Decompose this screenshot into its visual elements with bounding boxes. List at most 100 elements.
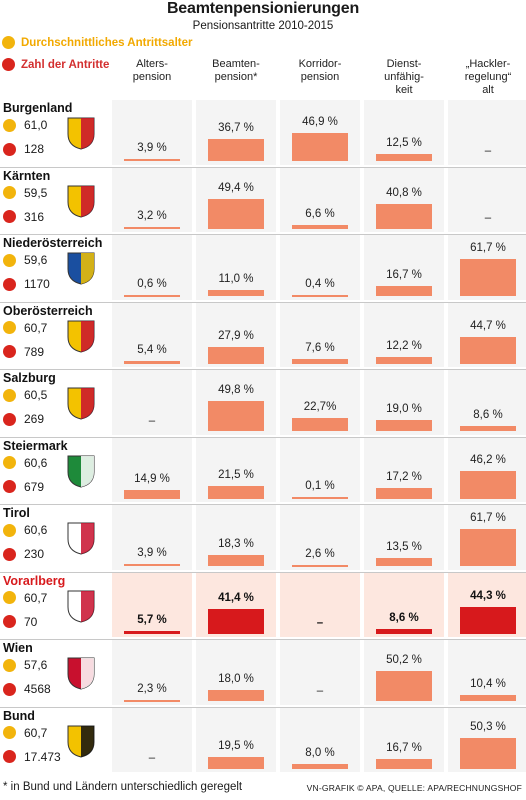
region-name: Steiermark xyxy=(3,438,68,453)
oberoesterreich-crest-icon xyxy=(66,319,96,353)
row-divider xyxy=(0,301,526,303)
column-header-line: Dienst- xyxy=(386,58,422,70)
value-label: 5,7 % xyxy=(137,613,167,626)
value-bar xyxy=(208,555,264,567)
average-age-value: 60,6 xyxy=(24,523,48,537)
average-age-value: 61,0 xyxy=(24,118,48,132)
value-bar xyxy=(292,294,348,297)
value-bar xyxy=(292,132,348,162)
average-age: 60,7 xyxy=(3,321,47,335)
value-bar xyxy=(460,258,516,297)
value-label: – xyxy=(484,212,492,224)
value-label: 49,4 % xyxy=(218,181,254,194)
value-label: 19,5 % xyxy=(218,740,254,753)
value-label: 49,8 % xyxy=(218,383,254,396)
value-label: – xyxy=(316,684,324,697)
value-label: 46,2 % xyxy=(470,453,506,466)
retirement-count-value: 70 xyxy=(24,614,38,629)
value-bar xyxy=(460,470,516,499)
column-header-line: pension* xyxy=(214,71,258,83)
column-header-line: keit xyxy=(395,84,413,96)
retirement-count-dot xyxy=(3,480,16,493)
retirement-count-value: 316 xyxy=(24,209,45,224)
value-cell xyxy=(364,572,444,637)
average-age: 60,5 xyxy=(3,388,47,402)
average-age-dot xyxy=(3,388,16,402)
retirement-count-dot xyxy=(3,345,16,358)
value-label: 3,2 % xyxy=(137,210,167,222)
average-age: 60,7 xyxy=(3,591,47,605)
value-label: 14,9 % xyxy=(134,472,170,485)
region-name: Vorarlberg xyxy=(3,573,66,588)
value-bar xyxy=(124,489,180,499)
region-name: Kärnten xyxy=(3,168,51,183)
value-label: 2,6 % xyxy=(305,547,335,560)
row-divider xyxy=(0,706,526,708)
row-divider xyxy=(0,571,526,573)
legend-count-label: Zahl der Antritte xyxy=(21,58,110,71)
average-age-dot xyxy=(3,118,16,132)
average-age: 59,6 xyxy=(3,253,47,267)
value-bar xyxy=(460,606,516,634)
value-label: – xyxy=(148,752,156,764)
retirement-count-value: 4568 xyxy=(24,682,51,696)
column-header-line: pension xyxy=(132,71,172,83)
value-label: 44,3 % xyxy=(470,589,506,602)
value-bar xyxy=(208,289,264,297)
value-cell xyxy=(280,167,360,232)
retirement-count-dot xyxy=(3,615,16,628)
value-bar xyxy=(376,419,432,432)
value-label: 2,3 % xyxy=(137,682,167,695)
source-credit: VN-GRAFIK © APA, QUELLE: APA/RECHNUNGSHO… xyxy=(306,783,522,793)
value-label: 12,5 % xyxy=(386,136,422,149)
average-age: 60,7 xyxy=(3,726,47,740)
value-bar xyxy=(208,690,264,702)
burgenland-crest-icon xyxy=(66,116,96,150)
value-label: 61,7 % xyxy=(470,241,506,254)
value-bar xyxy=(208,757,264,769)
value-cell xyxy=(280,707,360,772)
retirement-count-dot xyxy=(3,682,16,696)
value-bar xyxy=(460,336,516,364)
value-label: 0,4 % xyxy=(305,277,335,290)
average-age: 61,0 xyxy=(3,118,47,132)
value-bar xyxy=(208,400,264,432)
value-bar xyxy=(376,670,432,702)
value-bar xyxy=(124,294,180,297)
retirement-count-value: 17.473 xyxy=(24,749,61,764)
retirement-count-dot xyxy=(3,547,16,561)
average-age: 59,5 xyxy=(3,186,47,200)
column-header-line: alt xyxy=(482,84,494,96)
row-divider xyxy=(0,234,526,235)
region-name: Burgenland xyxy=(3,101,73,115)
value-label: 36,7 % xyxy=(218,122,254,134)
value-bar xyxy=(292,224,348,229)
value-bar xyxy=(124,227,180,229)
region-name: Niederösterreich xyxy=(3,236,103,250)
value-cell xyxy=(112,167,192,232)
retirement-count: 1170 xyxy=(3,277,50,291)
value-label: 0,6 % xyxy=(137,277,167,290)
value-label: 7,6 % xyxy=(305,342,335,355)
retirement-count-value: 1170 xyxy=(24,277,50,291)
average-age: 57,6 xyxy=(3,658,47,672)
wien-crest-icon xyxy=(66,656,96,690)
average-age-value: 60,7 xyxy=(24,320,48,335)
value-cell xyxy=(112,370,192,435)
retirement-count: 269 xyxy=(3,412,44,426)
average-age-value: 60,7 xyxy=(24,590,48,605)
value-label: 5,4 % xyxy=(137,343,167,356)
retirement-count-value: 128 xyxy=(24,142,45,156)
retirement-count: 316 xyxy=(3,210,44,224)
row-divider xyxy=(0,504,526,505)
retirement-count-value: 679 xyxy=(24,479,45,494)
value-cell xyxy=(112,640,192,705)
retirement-count-dot xyxy=(3,412,16,426)
value-bar xyxy=(376,203,432,229)
column-header-line: Beamten- xyxy=(212,58,260,70)
retirement-count-dot xyxy=(3,142,16,156)
value-cell xyxy=(364,302,444,367)
value-cell xyxy=(112,505,192,570)
value-cell xyxy=(448,100,526,165)
retirement-count: 230 xyxy=(3,547,44,561)
